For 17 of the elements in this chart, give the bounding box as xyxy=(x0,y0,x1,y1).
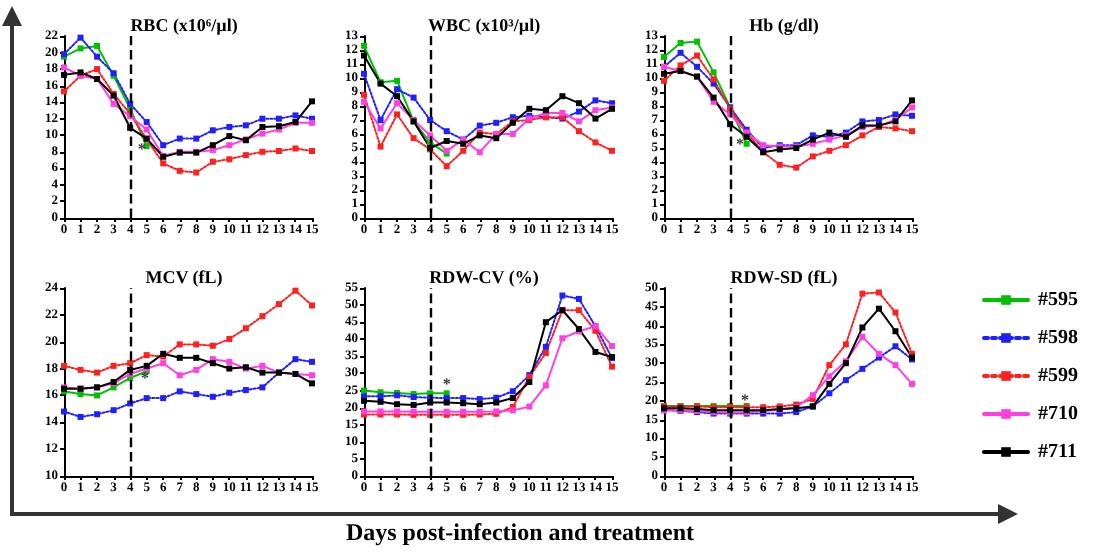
legend-label: #598 xyxy=(1038,327,1078,349)
legend-label: #711 xyxy=(1038,441,1077,463)
annotation: * xyxy=(741,391,750,410)
chart-title: Hb (g/dl) xyxy=(749,15,819,35)
chart-title: WBC (x10³/µl) xyxy=(427,15,541,35)
chart-title: RDW-SD (fL) xyxy=(730,267,838,287)
legend-label: #599 xyxy=(1038,365,1078,387)
annotation: * xyxy=(442,374,451,393)
chart-title: RDW-CV (%) xyxy=(429,267,539,287)
annotation: * xyxy=(736,134,745,153)
annotation: * xyxy=(137,140,146,159)
chart-title: MCV (fL) xyxy=(145,267,223,287)
chart-title: RBC (x10⁶/µl) xyxy=(130,15,238,35)
legend-label: #595 xyxy=(1038,289,1078,311)
x-axis-title: Days post-infection and treatment xyxy=(343,518,697,548)
annotation: * xyxy=(141,368,150,387)
legend-label: #710 xyxy=(1038,403,1078,425)
